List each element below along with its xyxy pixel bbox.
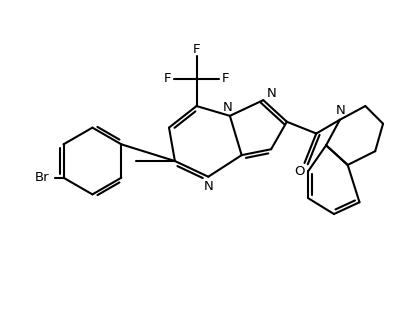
Text: N: N [223, 101, 233, 114]
Text: F: F [193, 42, 200, 56]
Text: N: N [336, 104, 345, 117]
Text: F: F [163, 72, 171, 85]
Text: F: F [222, 72, 230, 85]
Text: N: N [267, 87, 277, 99]
Text: Br: Br [35, 171, 49, 184]
Text: O: O [294, 165, 305, 178]
Text: N: N [204, 179, 214, 193]
